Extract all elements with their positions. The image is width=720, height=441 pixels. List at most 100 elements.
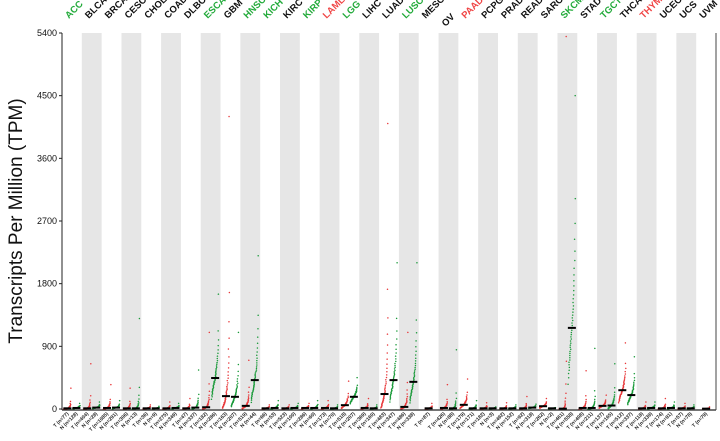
normal-median-tgct xyxy=(607,404,616,407)
normal-point xyxy=(393,372,396,375)
tumor-median-laml xyxy=(321,406,330,409)
normal-point xyxy=(613,394,616,396)
tumor-point xyxy=(405,399,408,401)
tumor-point xyxy=(268,404,271,406)
normal-median-stad xyxy=(587,406,596,409)
normal-median-ucec xyxy=(666,406,675,409)
normal-point xyxy=(215,370,217,372)
tumor-median-brca xyxy=(103,406,112,409)
cancer-label-kirc: KIRC xyxy=(281,0,305,21)
normal-point xyxy=(216,357,219,360)
tumor-median-tgct xyxy=(598,404,607,407)
normal-median-lgg xyxy=(349,395,358,398)
tumor-point xyxy=(226,388,228,391)
tumor-point xyxy=(226,384,229,386)
tumor-point xyxy=(109,398,112,401)
tumor-point xyxy=(207,400,210,402)
tumor-point xyxy=(327,399,329,402)
normal-point xyxy=(594,347,596,350)
tumor-point xyxy=(327,403,330,406)
tumor-point xyxy=(90,362,92,365)
normal-point xyxy=(569,346,571,348)
normal-median-dlbc xyxy=(191,406,200,409)
normal-point xyxy=(414,366,416,369)
tumor-point xyxy=(386,288,389,290)
tumor-point xyxy=(526,395,528,398)
normal-point xyxy=(570,338,573,340)
normal-point xyxy=(593,401,596,404)
normal-point xyxy=(535,403,537,405)
tumor-point xyxy=(386,371,388,373)
normal-point xyxy=(569,350,571,353)
tumor-point xyxy=(228,356,230,358)
normal-point xyxy=(215,367,217,370)
normal-point xyxy=(393,373,396,376)
tumor-point xyxy=(386,344,389,346)
tumor-point xyxy=(129,402,132,405)
tumor-median-chol xyxy=(142,407,151,410)
normal-point xyxy=(98,401,101,403)
tumor-point xyxy=(386,358,388,360)
normal-point xyxy=(255,369,258,371)
tumor-point xyxy=(69,400,72,403)
tumor-point xyxy=(248,394,250,396)
tumor-median-ucec xyxy=(657,407,666,410)
band-cesc xyxy=(121,33,142,409)
normal-point xyxy=(574,197,577,200)
tumor-point xyxy=(347,392,350,395)
normal-point xyxy=(214,371,217,373)
tumor-median-ov xyxy=(439,406,448,409)
tumor-point xyxy=(585,369,587,372)
tumor-median-sarc xyxy=(539,405,548,408)
y-tick-label: 4500 xyxy=(37,91,57,101)
normal-point xyxy=(573,267,575,269)
tumor-point xyxy=(347,380,350,382)
normal-point xyxy=(455,397,458,400)
tumor-point xyxy=(684,405,686,407)
normal-point xyxy=(389,396,392,398)
normal-point xyxy=(236,380,239,382)
tumor-median-esca xyxy=(202,406,211,409)
tumor-point xyxy=(228,362,230,364)
tumor-point xyxy=(248,386,250,389)
tumor-point xyxy=(226,379,229,382)
tumor-median-hnsc xyxy=(241,404,250,407)
tumor-point xyxy=(466,394,468,396)
tumor-point xyxy=(431,405,433,407)
normal-point xyxy=(415,319,418,321)
normal-point xyxy=(573,279,575,282)
tumor-point xyxy=(247,397,250,400)
normal-median-skcm xyxy=(567,326,576,329)
tumor-point xyxy=(605,394,607,396)
tumor-point xyxy=(385,374,388,376)
tumor-point xyxy=(307,404,310,407)
tumor-point xyxy=(385,376,388,379)
normal-median-brca xyxy=(112,406,121,409)
normal-point xyxy=(693,404,695,406)
normal-point xyxy=(393,371,395,373)
tumor-point xyxy=(431,402,433,405)
tumor-point xyxy=(505,401,508,404)
tumor-median-coad xyxy=(162,407,171,410)
normal-median-kirp xyxy=(310,406,319,409)
normal-point xyxy=(574,250,576,252)
normal-point xyxy=(654,404,656,406)
band-coad xyxy=(161,33,181,409)
normal-point xyxy=(633,356,636,358)
normal-point xyxy=(137,403,139,405)
normal-point xyxy=(568,366,571,369)
tumor-point xyxy=(228,337,230,339)
normal-point xyxy=(138,317,141,320)
tumor-point xyxy=(208,398,210,401)
tumor-point xyxy=(346,398,349,400)
normal-point xyxy=(118,399,121,402)
tumor-point xyxy=(109,401,111,403)
normal-point xyxy=(254,374,256,377)
normal-median-lihc xyxy=(369,407,378,410)
normal-point xyxy=(394,355,397,357)
normal-point xyxy=(409,402,411,404)
normal-point xyxy=(215,365,218,367)
normal-point xyxy=(396,338,398,340)
normal-median-pcpg xyxy=(488,407,497,410)
